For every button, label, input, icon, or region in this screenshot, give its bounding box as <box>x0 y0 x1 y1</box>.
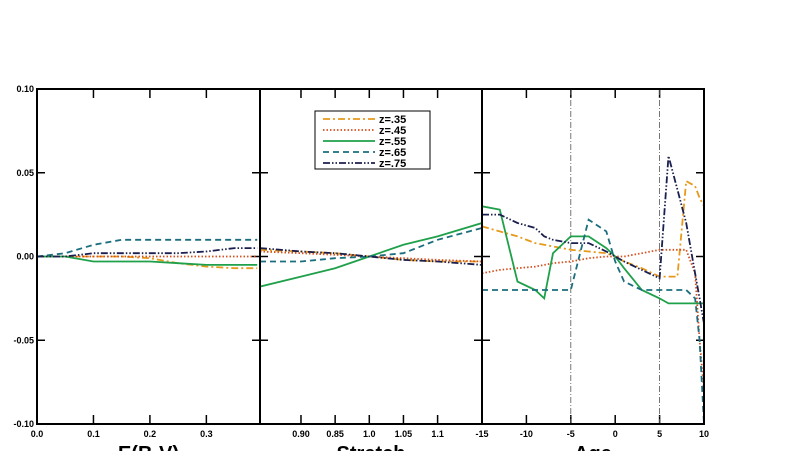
x-tick-label: -5 <box>567 429 575 439</box>
legend-label: z=.75 <box>379 158 406 170</box>
y-tick-label: 0.10 <box>16 84 34 94</box>
series-line <box>260 227 482 263</box>
y-tick-label: -0.10 <box>13 419 34 429</box>
series-line <box>482 155 704 324</box>
x-tick-label: 10 <box>699 429 709 439</box>
x-axis-label: Stretch <box>337 443 406 451</box>
panel-frame <box>481 88 705 425</box>
x-tick-label: 0.2 <box>144 429 157 439</box>
x-tick-label: 0.3 <box>200 429 213 439</box>
x-tick-label: 1.1 <box>431 429 444 439</box>
legend-label: z=.65 <box>379 147 406 159</box>
legend-label: z=.55 <box>379 136 406 148</box>
series-line <box>37 238 258 258</box>
series-line <box>37 247 258 258</box>
x-tick-label: -15 <box>475 429 488 439</box>
x-tick-label: 0.90 <box>292 429 310 439</box>
x-tick-label: 0.85 <box>326 429 344 439</box>
x-tick-label: 1.05 <box>395 429 413 439</box>
series-line <box>482 205 704 305</box>
x-axis-label: Age <box>574 443 612 451</box>
x-tick-label: 0.0 <box>31 429 44 439</box>
x-tick-label: 0.1 <box>87 429 100 439</box>
series-line <box>260 247 482 266</box>
legend-label: z=.35 <box>379 114 406 126</box>
legend-box <box>314 110 431 170</box>
legend-label: z=.45 <box>379 125 406 137</box>
y-tick-label: 0.00 <box>16 252 34 262</box>
x-tick-label: 0 <box>613 429 618 439</box>
x-tick-label: 1.0 <box>363 429 376 439</box>
x-tick-label: 5 <box>657 429 662 439</box>
series-line <box>260 222 482 288</box>
y-tick-label: -0.05 <box>13 335 34 345</box>
series-line <box>482 218 704 424</box>
y-tick-label: 0.05 <box>16 168 34 178</box>
x-axis-label: E(B-V) <box>118 443 179 451</box>
series-line <box>37 255 258 266</box>
x-tick-label: -10 <box>520 429 533 439</box>
series-line <box>482 179 704 278</box>
